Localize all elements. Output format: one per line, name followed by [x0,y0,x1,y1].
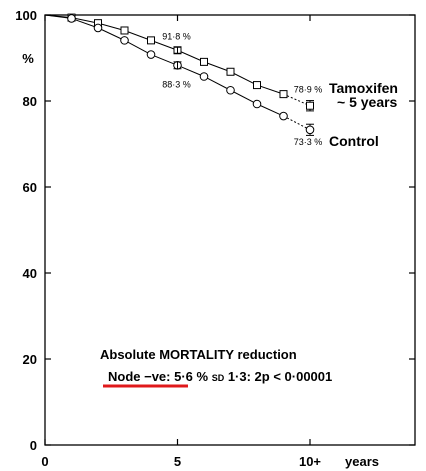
series-label-control: Control [329,133,379,149]
annotation-result-sd: SD [212,373,225,383]
data-point-control [226,85,235,95]
y-tick-label: 100 [15,8,37,23]
data-point-control [146,50,156,59]
x-axis-ticks: 0 5 10+ [41,15,321,469]
y-tick-label: 80 [23,94,37,109]
series-dotted-tamoxifen [283,93,311,107]
value-label-5yr-control: 88·3 % [162,79,191,89]
x-axis-label: years [345,454,379,469]
plot-frame [44,14,416,446]
value-label-10yr-tamoxifen: 78·9 % [294,85,323,95]
series-line-tamoxifen [44,14,284,95]
end-point-tamoxifen [306,101,314,110]
y-tick-label: 60 [23,180,37,195]
annotation-result-prefix: Node −ve: 5·6 % [108,369,212,384]
end-point-control [305,125,315,135]
y-tick-label: 0 [30,438,37,453]
data-point-control [199,72,209,81]
x-tick-label: 5 [174,454,181,469]
y-axis-label: % [22,51,34,66]
data-point-tamoxifen [279,90,288,99]
series-layer: 91·8 % 78·9 % 88·3 % 73·3 % [44,13,323,147]
value-label-10yr-control: 73·3 % [294,137,323,147]
y-axis-ticks: 0 20 40 60 80 100 [15,8,415,453]
data-point-control [120,36,129,45]
data-point-tamoxifen [120,26,129,35]
series-dotted-control [283,115,311,131]
value-label-5yr-tamoxifen: 91·8 % [162,31,191,41]
annotation-result: Node −ve: 5·6 % SD 1·3: 2p < 0·00001 [108,369,332,384]
y-tick-label: 40 [23,266,37,281]
data-point-tamoxifen [226,67,235,76]
annotation-title: Absolute MORTALITY reduction [100,347,297,362]
data-point-control [252,99,262,109]
x-tick-label: 10+ [299,454,321,469]
x-tick-label: 0 [41,454,48,469]
annotation-result-suffix: 1·3: 2p < 0·00001 [224,369,332,384]
data-point-tamoxifen [253,81,261,90]
data-point-control [279,111,288,121]
data-point-tamoxifen [200,57,208,66]
data-point-control [93,23,103,33]
series-line-control [44,14,284,117]
data-point-control [67,14,76,23]
series-label-tamoxifen-duration: ~ 5 years [337,94,398,110]
data-point-tamoxifen [147,36,155,45]
y-tick-label: 20 [23,352,37,367]
series-label-tamoxifen: Tamoxifen [329,80,398,96]
